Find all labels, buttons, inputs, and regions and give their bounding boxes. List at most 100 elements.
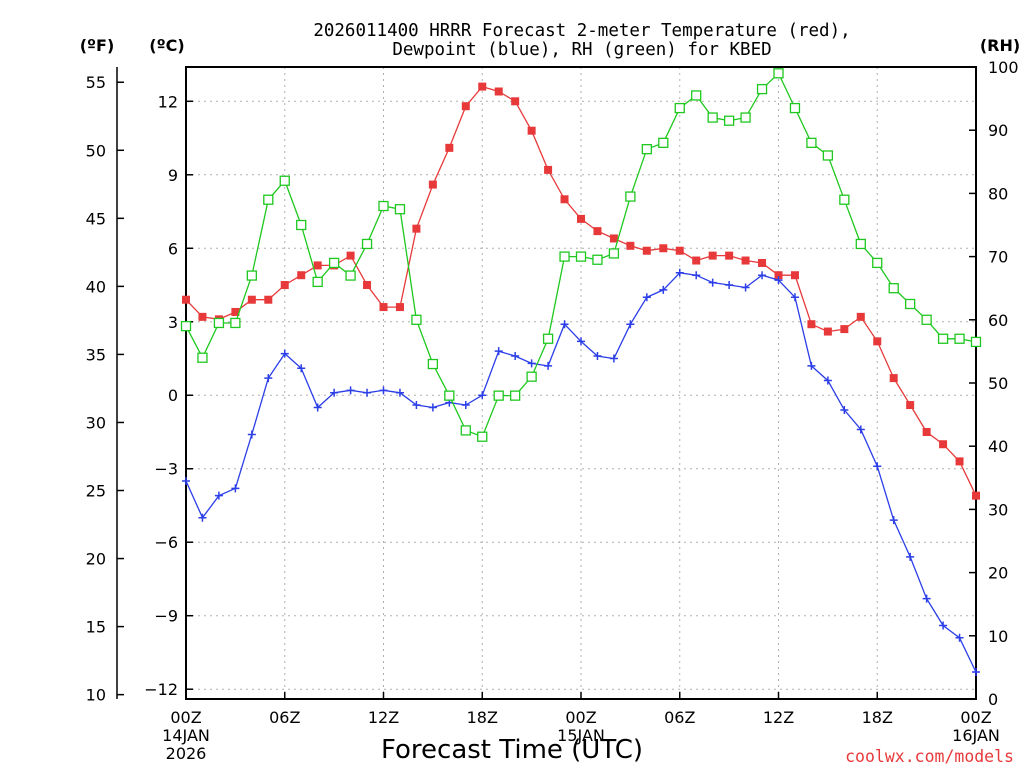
- dewpoint-point: [198, 513, 207, 522]
- temperature-point: [494, 87, 503, 96]
- fahrenheit-tick-label: 55: [86, 73, 106, 92]
- temperature-point: [560, 195, 569, 204]
- celsius-tick-label: −12: [144, 680, 178, 699]
- dewpoint-point: [659, 285, 668, 294]
- dewpoint-point: [774, 276, 783, 285]
- temperature-point: [840, 325, 849, 334]
- x-tick-label: 06Z: [269, 708, 300, 727]
- dewpoint-point: [379, 386, 388, 395]
- temperature-point: [692, 256, 701, 265]
- temperature-point: [461, 102, 470, 111]
- temperature-point: [675, 246, 684, 255]
- x-tick-label: 06Z: [664, 708, 695, 727]
- x-date-label: 16JAN: [952, 726, 1000, 745]
- dewpoint-point: [889, 516, 898, 525]
- dewpoint-point: [280, 349, 289, 358]
- dewpoint-point: [823, 376, 832, 385]
- rh-point: [345, 270, 356, 281]
- x-axis-label: Forecast Time (UTC): [381, 735, 643, 765]
- dewpoint-point: [593, 352, 602, 361]
- rh-point: [510, 390, 521, 401]
- temperature-point: [725, 251, 734, 260]
- dewpoint-point: [297, 364, 306, 373]
- dewpoint-point: [395, 388, 404, 397]
- credit-text: coolwx.com/models: [845, 747, 1014, 766]
- temperature-point: [247, 295, 256, 304]
- fahrenheit-tick-label: 40: [86, 277, 106, 296]
- temperature-point: [626, 241, 635, 250]
- dewpoint-point: [873, 462, 882, 471]
- rh-point: [839, 194, 850, 205]
- fahrenheit-tick-label: 50: [86, 141, 106, 160]
- dewpoint-point: [231, 484, 240, 493]
- fahrenheit-tick-label: 10: [86, 686, 106, 705]
- rh-tick-label: 0: [988, 690, 998, 709]
- temperature-point: [379, 303, 388, 312]
- rh-tick-label: 30: [988, 500, 1008, 519]
- rh-point: [361, 238, 373, 250]
- rh-point: [180, 320, 192, 332]
- temperature-point: [856, 312, 865, 321]
- fahrenheit-tick-label: 30: [86, 413, 106, 432]
- rh-point: [328, 257, 340, 269]
- dewpoint-point: [642, 293, 651, 302]
- temperature-point: [231, 307, 240, 316]
- celsius-tick-label: 0: [168, 386, 178, 405]
- celsius-tick-label: 12: [158, 92, 178, 111]
- temperature-point: [478, 82, 487, 91]
- dewpoint-point: [527, 359, 536, 368]
- celsius-tick-label: −6: [154, 533, 178, 552]
- rh-point: [263, 194, 274, 205]
- temperature-point: [922, 427, 931, 436]
- dewpoint-point: [363, 388, 372, 397]
- dewpoint-point: [840, 405, 849, 414]
- rh-point: [213, 317, 225, 329]
- dewpoint-point: [939, 621, 948, 630]
- dewpoint-point: [428, 403, 437, 412]
- rh-point: [625, 191, 636, 202]
- x-tick-label: 00Z: [170, 708, 201, 727]
- fahrenheit-tick-label: 20: [86, 550, 106, 569]
- x-date-label: 15JAN: [557, 726, 605, 745]
- dewpoint-point: [626, 320, 635, 329]
- rh-tick-label: 80: [988, 184, 1008, 203]
- temperature-point: [445, 143, 454, 152]
- temperature-point: [182, 295, 190, 304]
- dewpoint-point: [330, 388, 339, 397]
- dewpoint-point: [182, 476, 190, 485]
- dewpoint-point: [922, 594, 931, 603]
- rh-point: [674, 102, 685, 114]
- rh-point: [970, 336, 982, 348]
- rh-point: [312, 276, 323, 288]
- temperature-point: [428, 180, 437, 189]
- dewpoint-point: [708, 278, 717, 287]
- fahrenheit-tick-label: 15: [86, 618, 106, 637]
- x-tick-label: 00Z: [565, 708, 596, 727]
- x-tick-label: 18Z: [467, 708, 498, 727]
- rh-point: [493, 390, 504, 401]
- rh-point: [641, 144, 652, 155]
- temperature-point: [741, 256, 750, 265]
- temperature-point: [609, 234, 618, 243]
- rh-point: [608, 248, 620, 259]
- rh-point: [592, 254, 603, 265]
- rh-tick-label: 100: [988, 58, 1019, 77]
- temperature-point: [346, 251, 355, 260]
- x-year-label: 2026: [166, 744, 207, 763]
- rh-point: [789, 102, 801, 114]
- gridlines: [185, 67, 977, 699]
- dewpoint-point: [560, 320, 569, 329]
- dewpoint-point: [609, 354, 618, 363]
- temperature-point: [527, 126, 536, 135]
- dewpoint-point: [577, 337, 585, 346]
- dewpoint-point: [544, 361, 553, 370]
- temperature-point: [939, 440, 948, 449]
- rh-tick-label: 70: [988, 248, 1008, 267]
- temperature-point: [955, 457, 964, 466]
- rh-tick-label: 60: [988, 311, 1008, 330]
- rh-point: [230, 317, 241, 329]
- rh-point: [905, 298, 916, 310]
- rh-unit-label: (RH): [980, 36, 1020, 55]
- rh-tick-label: 90: [988, 121, 1008, 140]
- rh-point: [822, 150, 834, 161]
